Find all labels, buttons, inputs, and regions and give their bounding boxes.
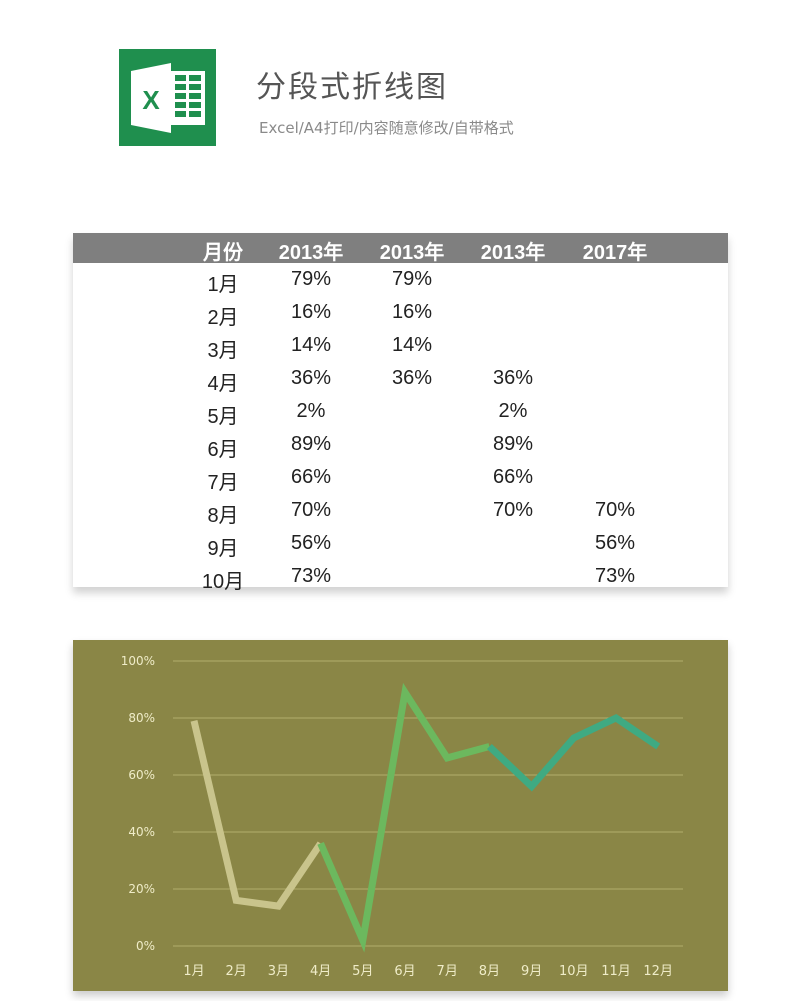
x-axis-tick-label: 5月	[352, 964, 374, 979]
x-axis-tick-label: 8月	[478, 964, 501, 979]
x-axis-tick-label: 11月	[601, 964, 631, 979]
value-cell: 70%	[492, 499, 534, 521]
x-axis-tick-label: 3月	[267, 964, 290, 979]
value-cell: 66%	[492, 466, 534, 488]
value-cell: 66%	[290, 466, 332, 488]
value-cell: 14%	[391, 334, 433, 356]
line-series-1	[190, 720, 324, 910]
value-cell: 56%	[290, 532, 332, 554]
x-axis-tick-label: 10月	[559, 964, 589, 979]
chart-plot-area	[173, 660, 683, 953]
month-cell: 8月	[207, 505, 239, 527]
month-cell: 1月	[207, 274, 239, 296]
value-cell: 89%	[492, 433, 534, 455]
month-cell: 2月	[207, 307, 239, 329]
x-axis-tick-label: 1月	[183, 964, 205, 979]
value-cell: 70%	[290, 499, 332, 521]
table-row: 7月 66% 66%	[73, 461, 728, 494]
x-axis-tick-label: 7月	[436, 964, 458, 979]
value-cell: 73%	[290, 565, 332, 587]
column-header: 2017年	[582, 242, 648, 264]
column-header-month: 月份	[203, 242, 243, 264]
y-axis-tick-label: 0%	[135, 939, 155, 953]
x-axis-tick-label: 12月	[643, 964, 673, 979]
value-cell: 2%	[498, 400, 528, 422]
data-table: 月份 2013年 2013年 2013年 2017年 1月 79% 79% 2月 16%…	[73, 233, 728, 593]
table-row: 1月 79% 79%	[73, 263, 728, 296]
y-axis-tick-label: 40%	[128, 825, 155, 839]
month-cell: 6月	[207, 439, 239, 461]
y-axis-tick-label: 100%	[120, 654, 155, 668]
table-row: 4月 36% 36% 36%	[73, 362, 728, 395]
month-cell: 5月	[207, 406, 239, 428]
x-axis-tick-label: 9月	[520, 964, 543, 979]
line-series-2	[317, 682, 491, 953]
line-chart: 0% 20% 40% 60% 80% 100% 1月 2月 3月 4月 5月 6月 7月 8月 9月 10月 1…	[73, 640, 728, 991]
value-cell: 56%	[594, 532, 636, 554]
month-cell: 3月	[207, 340, 239, 362]
value-cell: 73%	[594, 565, 636, 587]
month-cell: 4月	[207, 373, 239, 395]
value-cell: 89%	[290, 433, 332, 455]
value-cell: 36%	[492, 367, 534, 389]
y-axis-tick-label: 80%	[128, 711, 155, 725]
month-cell: 7月	[207, 472, 239, 494]
value-cell: 36%	[290, 367, 332, 389]
excel-icon: X	[119, 49, 216, 146]
value-cell: 70%	[594, 499, 636, 521]
table-row: 2月 16% 16%	[73, 296, 728, 329]
column-header: 2013年	[278, 242, 344, 264]
column-header: 2013年	[480, 242, 546, 264]
svg-text:X: X	[142, 85, 160, 115]
value-cell: 36%	[391, 367, 433, 389]
x-axis-tick-label: 4月	[309, 964, 332, 979]
table-header-row: 月份 2013年 2013年 2013年 2017年	[73, 233, 728, 264]
table-row: 3月 14% 14%	[73, 329, 728, 362]
y-axis-tick-label: 60%	[128, 768, 155, 782]
page-subtitle: Excel/A4打印/内容随意修改/自带格式	[259, 119, 514, 137]
table-row: 9月 56% 56%	[73, 527, 728, 560]
value-cell: 79%	[290, 268, 332, 290]
table-row: 5月 2% 2%	[73, 395, 728, 428]
value-cell: 79%	[391, 268, 433, 290]
line-series-3	[486, 713, 661, 792]
table-row: 8月 70% 70% 70%	[73, 494, 728, 527]
x-axis-tick-label: 6月	[394, 964, 416, 979]
month-cell: 9月	[207, 538, 239, 560]
value-cell: 2%	[296, 400, 326, 422]
value-cell: 14%	[290, 334, 332, 356]
month-cell: 10月	[201, 571, 245, 593]
column-header: 2013年	[379, 242, 445, 264]
table-row: 6月 89% 89%	[73, 428, 728, 461]
y-axis-tick-label: 20%	[128, 882, 155, 896]
x-axis-tick-label: 2月	[225, 964, 247, 979]
value-cell: 16%	[391, 301, 433, 323]
page-title: 分段式折线图	[256, 70, 448, 105]
table-row: 10月 73% 73%	[73, 560, 728, 593]
value-cell: 16%	[290, 301, 332, 323]
table-body: 1月 79% 79% 2月 16% 16% 3月 14% 14% 4月 36% 36% 36% 5月 2% 2…	[73, 263, 728, 593]
